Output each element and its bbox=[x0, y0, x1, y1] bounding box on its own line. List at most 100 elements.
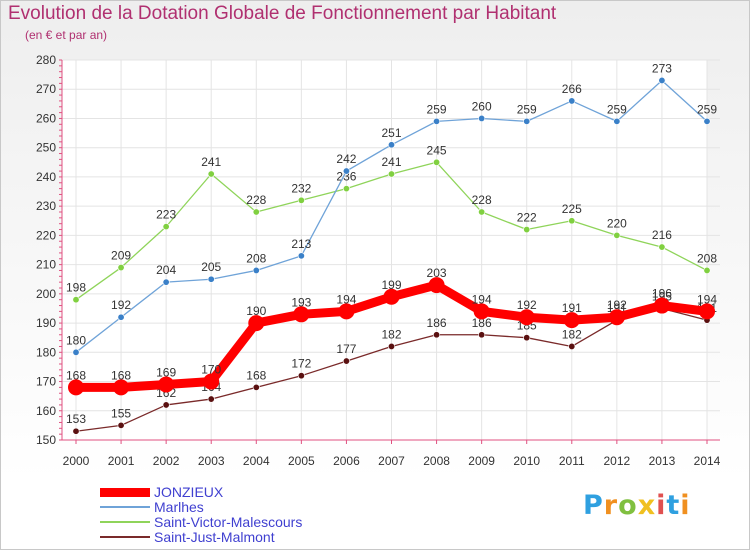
legend-swatch bbox=[100, 506, 150, 508]
point-marlhes bbox=[387, 141, 395, 149]
legend-item-jonzieux: JONZIEUX bbox=[100, 484, 223, 500]
point-jonzieux bbox=[293, 306, 310, 323]
point-marlhes bbox=[613, 117, 621, 125]
data-label: 228 bbox=[246, 193, 266, 207]
y-tick-label: 170 bbox=[36, 375, 56, 389]
data-label: 169 bbox=[156, 365, 176, 379]
point-marlhes bbox=[523, 117, 531, 125]
x-tick-label: 2004 bbox=[243, 454, 270, 468]
point-marlhes bbox=[117, 313, 125, 321]
data-label: 259 bbox=[427, 102, 447, 116]
x-tick-label: 2007 bbox=[378, 454, 405, 468]
point-saint-just-malmont bbox=[162, 401, 170, 409]
point-saint-victor-malescours bbox=[658, 243, 666, 251]
legend-item-marlhes: Marlhes bbox=[100, 499, 204, 515]
point-saint-victor-malescours bbox=[387, 170, 395, 178]
point-saint-victor-malescours bbox=[252, 208, 260, 216]
point-saint-victor-malescours bbox=[162, 223, 170, 231]
x-tick-label: 2008 bbox=[423, 454, 450, 468]
data-label: 190 bbox=[246, 304, 266, 318]
proxiti-logo[interactable]: Proxiti bbox=[583, 490, 691, 521]
legend-label: Saint-Victor-Malescours bbox=[154, 514, 303, 530]
x-tick-label: 2005 bbox=[288, 454, 315, 468]
data-label: 191 bbox=[562, 301, 582, 315]
x-tick-label: 2001 bbox=[108, 454, 135, 468]
legend-label: JONZIEUX bbox=[154, 484, 224, 500]
y-tick-label: 190 bbox=[36, 316, 56, 330]
data-label: 194 bbox=[336, 292, 356, 306]
legend-swatch bbox=[100, 487, 150, 497]
data-label: 222 bbox=[517, 211, 537, 225]
point-jonzieux bbox=[563, 312, 580, 329]
y-tick-label: 240 bbox=[36, 170, 56, 184]
data-label: 177 bbox=[336, 342, 356, 356]
data-label: 155 bbox=[111, 406, 131, 420]
legend-swatch bbox=[100, 536, 150, 538]
data-label: 192 bbox=[517, 298, 537, 312]
point-jonzieux bbox=[699, 303, 715, 320]
point-saint-victor-malescours bbox=[568, 217, 576, 225]
legend-item-saint-just-malmont: Saint-Just-Malmont bbox=[100, 529, 275, 545]
point-marlhes bbox=[568, 97, 576, 105]
data-label: 228 bbox=[472, 193, 492, 207]
data-label: 225 bbox=[562, 202, 582, 216]
data-label: 193 bbox=[291, 295, 311, 309]
point-saint-victor-malescours bbox=[207, 170, 215, 178]
point-marlhes bbox=[297, 252, 305, 260]
point-marlhes bbox=[252, 266, 260, 274]
data-label: 170 bbox=[201, 363, 221, 377]
data-label: 192 bbox=[607, 298, 627, 312]
data-label: 259 bbox=[697, 102, 717, 116]
data-label: 213 bbox=[291, 237, 311, 251]
data-label: 242 bbox=[336, 152, 356, 166]
data-label: 168 bbox=[246, 368, 266, 382]
data-label: 194 bbox=[697, 292, 717, 306]
plot-area bbox=[62, 60, 707, 440]
legend-label: Marlhes bbox=[154, 499, 204, 515]
data-label: 208 bbox=[697, 251, 717, 265]
x-tick-label: 2003 bbox=[198, 454, 225, 468]
data-label: 204 bbox=[156, 263, 176, 277]
y-tick-label: 250 bbox=[36, 141, 56, 155]
data-label: 259 bbox=[517, 102, 537, 116]
data-label: 241 bbox=[201, 155, 221, 169]
data-label: 223 bbox=[156, 208, 176, 222]
x-tick-label: 2009 bbox=[468, 454, 495, 468]
legend-label: Saint-Just-Malmont bbox=[154, 529, 275, 545]
point-saint-just-malmont bbox=[297, 372, 305, 380]
x-tick-label: 2006 bbox=[333, 454, 360, 468]
logo-letter: r bbox=[603, 490, 619, 521]
data-label: 245 bbox=[427, 143, 447, 157]
point-jonzieux bbox=[158, 376, 175, 393]
y-tick-label: 210 bbox=[36, 258, 56, 272]
point-marlhes bbox=[207, 275, 215, 283]
data-label: 199 bbox=[381, 278, 401, 292]
point-jonzieux bbox=[68, 379, 84, 396]
point-marlhes bbox=[433, 117, 441, 125]
logo-letter: i bbox=[656, 490, 667, 521]
point-saint-just-malmont bbox=[568, 342, 576, 350]
data-label: 273 bbox=[652, 61, 672, 75]
logo-letter: t bbox=[666, 490, 681, 521]
point-saint-just-malmont bbox=[433, 331, 441, 339]
point-saint-just-malmont bbox=[117, 421, 125, 429]
x-tick-label: 2014 bbox=[694, 454, 721, 468]
point-marlhes bbox=[658, 76, 666, 84]
data-label: 241 bbox=[381, 155, 401, 169]
data-label: 182 bbox=[562, 327, 582, 341]
point-saint-just-malmont bbox=[342, 357, 350, 365]
point-saint-victor-malescours bbox=[613, 231, 621, 239]
data-label: 192 bbox=[111, 298, 131, 312]
logo-letter: P bbox=[583, 490, 604, 521]
logo-letter: o bbox=[618, 490, 638, 521]
data-label: 168 bbox=[66, 368, 86, 382]
y-tick-label: 230 bbox=[36, 199, 56, 213]
data-label: 168 bbox=[111, 368, 131, 382]
chart-subtitle: (en € et par an) bbox=[25, 28, 108, 42]
x-tick-label: 2013 bbox=[649, 454, 676, 468]
point-saint-just-malmont bbox=[72, 427, 80, 435]
point-jonzieux bbox=[383, 288, 400, 305]
point-jonzieux bbox=[203, 373, 220, 390]
data-label: 208 bbox=[246, 251, 266, 265]
